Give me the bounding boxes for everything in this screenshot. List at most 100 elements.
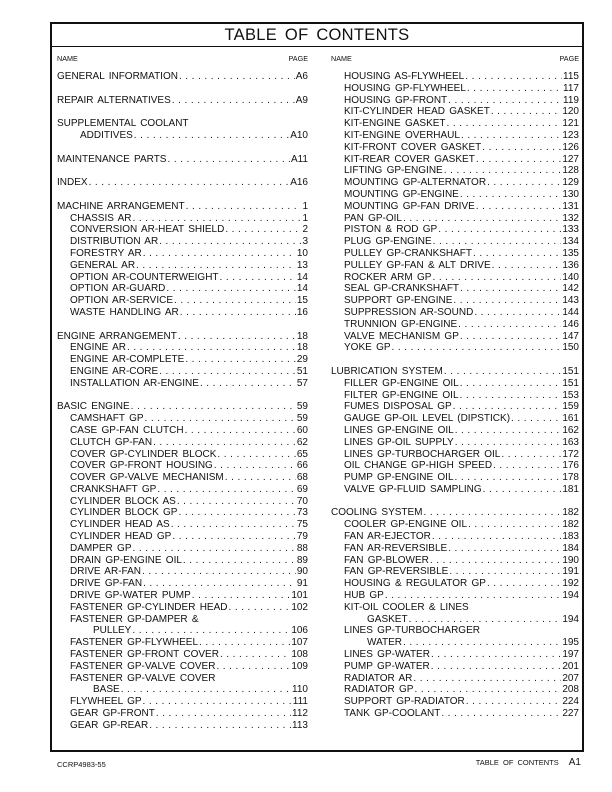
entry-name: HOUSING GP-FLYWHEEL	[344, 82, 466, 94]
entry-name: FASTENER GP-CYLINDER HEAD	[70, 601, 228, 613]
toc-subentry: PISTON & ROD GP 133	[331, 224, 579, 236]
toc-subentry: HOUSING GP-FLYWHEEL 117	[331, 83, 579, 95]
toc-subentry: PULLEY 106	[57, 625, 308, 637]
section-spacer	[57, 319, 308, 331]
entry-page: 112	[292, 708, 308, 720]
entry-name: COVER GP-CYLINDER BLOCK	[70, 448, 217, 460]
dot-leader	[487, 578, 561, 590]
column-header: NAME PAGE	[57, 52, 308, 65]
entry-page: 197	[562, 649, 579, 661]
toc-subentry: FAN AR-EJECTOR 183	[331, 531, 579, 543]
toc-subentry: PULLEY GP-CRANKSHAFT 135	[331, 248, 579, 260]
section-spacer	[57, 189, 308, 201]
dot-leader	[433, 236, 562, 248]
entry-name: ENGINE AR-COMPLETE	[70, 354, 185, 366]
toc-subentry: HUB GP 194	[331, 590, 579, 602]
entry-page: 75	[296, 519, 308, 531]
toc-subentry: ENGINE AR-CORE 51	[57, 366, 308, 378]
dot-leader	[159, 366, 296, 378]
dot-leader	[466, 696, 562, 708]
dot-leader	[133, 213, 302, 225]
toc-subentry: HOUSING AS-FLYWHEEL 115	[331, 71, 579, 83]
entry-name: FASTENER GP-DAMPER &	[70, 613, 199, 625]
toc-subentry: PLUG GP-ENGINE 134	[331, 236, 579, 248]
entry-page: 140	[562, 271, 579, 283]
entry-name: KIT-REAR COVER GASKET	[344, 153, 475, 165]
section-spacer	[57, 142, 308, 154]
entry-name: YOKE GP	[344, 342, 391, 354]
entry-page: 181	[562, 483, 579, 495]
dot-leader	[468, 519, 561, 531]
toc-frame: TABLE OF CONTENTS NAME PAGE GENERAL INFO…	[50, 22, 584, 752]
entry-page: 143	[562, 295, 579, 307]
entry-name: COOLER GP-ENGINE OIL	[344, 519, 468, 531]
entry-name: MOUNTING GP-ENGINE	[344, 188, 459, 200]
dot-leader	[174, 295, 296, 307]
toc-subentry: VALVE GP-FLUID SAMPLING 181	[331, 484, 579, 496]
toc-subentry: CLUTCH GP-FAN 62	[57, 437, 308, 449]
entry-page: 119	[563, 94, 579, 106]
entry-page: 106	[291, 625, 308, 637]
dot-leader	[178, 331, 296, 343]
dot-leader	[132, 625, 290, 637]
entry-page: 88	[296, 542, 308, 554]
column-header: NAME PAGE	[331, 52, 579, 65]
entry-page: 178	[562, 472, 579, 484]
toc-subentry: OIL CHANGE GP-HIGH SPEED 176	[331, 460, 579, 472]
entry-name: WASTE HANDLING AR	[70, 306, 179, 318]
dot-leader	[444, 366, 561, 378]
toc-subentry: MOUNTING GP-ENGINE 130	[331, 189, 579, 201]
toc-subentry: ROCKER ARM GP 140	[331, 272, 579, 284]
entry-name: CYLINDER BLOCK AS	[70, 495, 176, 507]
entry-name: HOUSING AS-FLYWHEEL	[344, 71, 465, 82]
dot-leader	[167, 154, 289, 166]
entry-name: LINES GP-OIL SUPPLY	[344, 436, 454, 448]
dot-leader	[444, 165, 562, 177]
toc-entry: ADDITIVES A10	[57, 130, 308, 142]
entry-name: SEAL GP-CRANKSHAFT	[344, 283, 460, 295]
entry-page: 3	[302, 236, 308, 248]
dot-leader	[134, 130, 289, 142]
toc-subentry: ENGINE AR-COMPLETE 29	[57, 354, 308, 366]
entry-page: 110	[292, 684, 308, 696]
toc-subentry: HOUSING GP-FRONT 119	[331, 95, 579, 107]
dot-leader	[385, 590, 561, 602]
dot-leader	[153, 437, 296, 449]
entry-page: 79	[296, 531, 308, 543]
toc-subentry: GEAR GP-FRONT 112	[57, 708, 308, 720]
dot-leader	[143, 578, 296, 590]
dot-leader	[493, 460, 561, 472]
toc-subentry: CHASSIS AR 1	[57, 213, 308, 225]
entry-page: 153	[562, 389, 579, 401]
entry-page: 13	[296, 259, 308, 271]
toc-subentry: FASTENER GP-FLYWHEEL 107	[57, 637, 308, 649]
entry-name: GENERAL AR	[70, 259, 136, 271]
toc-entry: LUBRICATION SYSTEM 151	[331, 366, 579, 378]
dot-leader	[142, 566, 296, 578]
dot-leader	[455, 472, 562, 484]
entry-name: MOUNTING GP-ALTERNATOR	[344, 177, 487, 189]
entry-name: CHASSIS AR	[70, 212, 132, 224]
dot-leader	[460, 189, 561, 201]
toc-subentry: GENERAL AR 13	[57, 260, 308, 272]
dot-leader	[133, 543, 296, 555]
toc-subentry: RADIATOR GP 208	[331, 684, 579, 696]
dot-leader	[448, 95, 562, 107]
toc-subentry: VALVE MECHANISM GP 147	[331, 331, 579, 343]
dot-leader	[431, 649, 561, 661]
dot-leader	[414, 684, 561, 696]
entry-page: 108	[291, 649, 308, 661]
entry-name: COVER GP-VALVE MECHANISM	[70, 472, 224, 484]
section-spacer	[331, 496, 579, 508]
entry-name: MACHINE ARRANGEMENT	[57, 200, 185, 212]
dot-leader	[392, 342, 562, 354]
dot-leader	[228, 602, 290, 614]
dot-leader	[432, 531, 561, 543]
entry-page: 150	[562, 342, 579, 354]
entry-name: COOLING SYSTEM	[331, 507, 423, 519]
entry-page: A16	[290, 177, 308, 189]
dot-leader	[186, 201, 302, 213]
entry-name: FASTENER GP-FLYWHEEL	[70, 637, 199, 649]
toc-subentry: LINES GP-TURBOCHARGER OIL 172	[331, 449, 579, 461]
entry-name: FILLER GP-ENGINE OIL	[344, 377, 459, 389]
